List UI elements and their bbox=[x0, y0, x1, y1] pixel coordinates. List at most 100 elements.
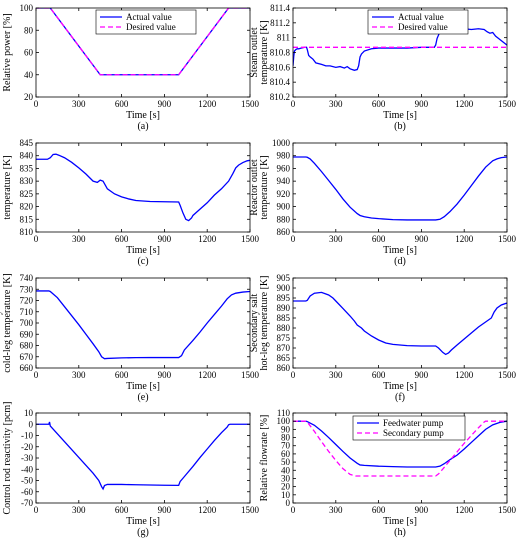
x-tick-label: 600 bbox=[115, 370, 129, 380]
plot-area bbox=[293, 143, 507, 232]
x-tick-label: 900 bbox=[415, 99, 429, 109]
x-tick-label: 600 bbox=[115, 234, 129, 244]
panel-caption: (f) bbox=[395, 392, 405, 403]
legend-entry: Secondary pump bbox=[383, 428, 444, 438]
plot-area bbox=[36, 278, 250, 368]
y-tick-label: 720 bbox=[20, 296, 34, 306]
y-tick-label: 825 bbox=[20, 189, 34, 199]
y-tick-label: 905 bbox=[277, 273, 291, 283]
y-tick-label: 960 bbox=[277, 163, 291, 173]
x-tick-label: 600 bbox=[372, 234, 386, 244]
panel-caption: (g) bbox=[137, 527, 149, 538]
panel-caption: (e) bbox=[137, 392, 148, 403]
series-line-d-1 bbox=[293, 156, 507, 221]
x-tick-label: 300 bbox=[72, 234, 86, 244]
y-tick-label: -30 bbox=[21, 453, 33, 463]
y-tick-label: -20 bbox=[21, 442, 33, 452]
series-line-a-2 bbox=[36, 8, 250, 76]
x-tick-label: 1500 bbox=[241, 99, 260, 109]
plot-area bbox=[293, 278, 507, 368]
y-axis-label: temperature [K] bbox=[259, 155, 270, 219]
x-tick-label: 1500 bbox=[241, 234, 260, 244]
x-tick-label: 300 bbox=[329, 505, 343, 515]
y-tick-label: 20 bbox=[24, 92, 34, 102]
axes-frame bbox=[292, 412, 508, 504]
plot-area bbox=[36, 143, 250, 232]
chart-panel-a: 0 300 600 900 1200 1500 20 40 60 80 100 Time [s] Rel… bbox=[2, 3, 260, 132]
x-tick-label: 1200 bbox=[455, 99, 474, 109]
y-tick-label: 810.6 bbox=[270, 62, 291, 72]
y-tick-label: 820 bbox=[20, 202, 34, 212]
panel-caption: (c) bbox=[137, 256, 148, 267]
y-tick-label: 840 bbox=[20, 151, 34, 161]
y-tick-label: 810.2 bbox=[270, 92, 290, 102]
y-tick-label: 895 bbox=[277, 293, 291, 303]
legend-box bbox=[352, 415, 466, 441]
y-tick-label: 885 bbox=[277, 313, 291, 323]
y-axis-label: Control rod reactivity [pcm] bbox=[2, 401, 13, 514]
y-axis-label: temperature [K] bbox=[2, 155, 13, 219]
x-tick-label: 0 bbox=[291, 99, 296, 109]
y-axis-label: Secondary salt bbox=[0, 293, 3, 352]
panel-caption: (a) bbox=[137, 121, 148, 132]
y-tick-label: 830 bbox=[20, 176, 34, 186]
x-tick-label: 1500 bbox=[498, 370, 517, 380]
x-axis-label: Time [s] bbox=[126, 110, 160, 121]
chart-panel-c: 0 300 600 900 1200 1500 810 815 820 825 830 835 840 8… bbox=[0, 138, 260, 267]
x-axis-label: Time [s] bbox=[126, 381, 160, 392]
y-tick-label: 890 bbox=[277, 303, 291, 313]
y-tick-label: 880 bbox=[277, 323, 291, 333]
y-tick-label: 730 bbox=[20, 284, 34, 294]
x-tick-label: 0 bbox=[291, 505, 296, 515]
series-line-e-1 bbox=[36, 290, 250, 360]
y-tick-label: 810.4 bbox=[270, 77, 291, 87]
x-tick-label: 300 bbox=[72, 505, 86, 515]
legend-entry: Desired value bbox=[126, 22, 176, 32]
y-axis-label: hot-leg temperature [K] bbox=[259, 276, 270, 371]
y-tick-label: -10 bbox=[21, 431, 33, 441]
y-tick-label: 50 bbox=[281, 457, 291, 467]
series-line-h-1 bbox=[293, 420, 507, 468]
x-tick-label: 900 bbox=[158, 99, 172, 109]
x-tick-label: 1500 bbox=[498, 234, 517, 244]
legend-entry: Feedwater pump bbox=[383, 418, 444, 428]
y-tick-label: 811.2 bbox=[270, 18, 290, 28]
x-tick-label: 1200 bbox=[455, 234, 474, 244]
y-tick-label: 100 bbox=[277, 416, 291, 426]
y-tick-label: 110 bbox=[277, 408, 291, 418]
chart-panel-g: 0 300 600 900 1200 1500 -70-60-50 -40-30-20-10 0… bbox=[2, 401, 260, 538]
x-axis-label: Time [s] bbox=[383, 245, 417, 256]
y-tick-label: 700 bbox=[20, 318, 34, 328]
legend-box bbox=[367, 9, 469, 35]
y-tick-label: 870 bbox=[277, 343, 291, 353]
x-tick-label: 900 bbox=[415, 505, 429, 515]
x-tick-label: 1500 bbox=[241, 505, 260, 515]
y-tick-label: 90 bbox=[281, 424, 291, 434]
y-tick-label: 100 bbox=[20, 3, 34, 13]
y-tick-label: 60 bbox=[24, 48, 34, 58]
x-tick-label: 0 bbox=[34, 370, 39, 380]
axes-frame bbox=[292, 277, 508, 369]
y-tick-label: -70 bbox=[21, 498, 33, 508]
panel-caption: (h) bbox=[394, 527, 406, 538]
y-tick-label: 860 bbox=[277, 227, 291, 237]
y-axis-label: cold-leg temperature [K] bbox=[2, 273, 13, 372]
y-tick-label: 940 bbox=[277, 176, 291, 186]
y-tick-label: 845 bbox=[20, 138, 34, 148]
x-axis-label: Time [s] bbox=[383, 110, 417, 121]
y-tick-label: 980 bbox=[277, 151, 291, 161]
y-axis-label: Relative flowrate [%] bbox=[259, 415, 270, 502]
y-tick-label: 0 bbox=[286, 498, 291, 508]
chart-panel-h: 0 300 600 900 1200 1500 0102030405060708090100… bbox=[259, 408, 517, 538]
x-tick-label: 0 bbox=[291, 234, 296, 244]
x-tick-label: 900 bbox=[158, 505, 172, 515]
legend-box bbox=[95, 9, 197, 35]
x-tick-label: 1500 bbox=[241, 370, 260, 380]
y-tick-label: 875 bbox=[277, 333, 291, 343]
chart-panel-d: 0 300 600 900 1200 1500 860 880 900 920 940 960 980 1… bbox=[249, 138, 517, 267]
x-tick-label: 0 bbox=[34, 234, 39, 244]
y-tick-label: 920 bbox=[277, 189, 291, 199]
x-tick-label: 0 bbox=[34, 99, 39, 109]
